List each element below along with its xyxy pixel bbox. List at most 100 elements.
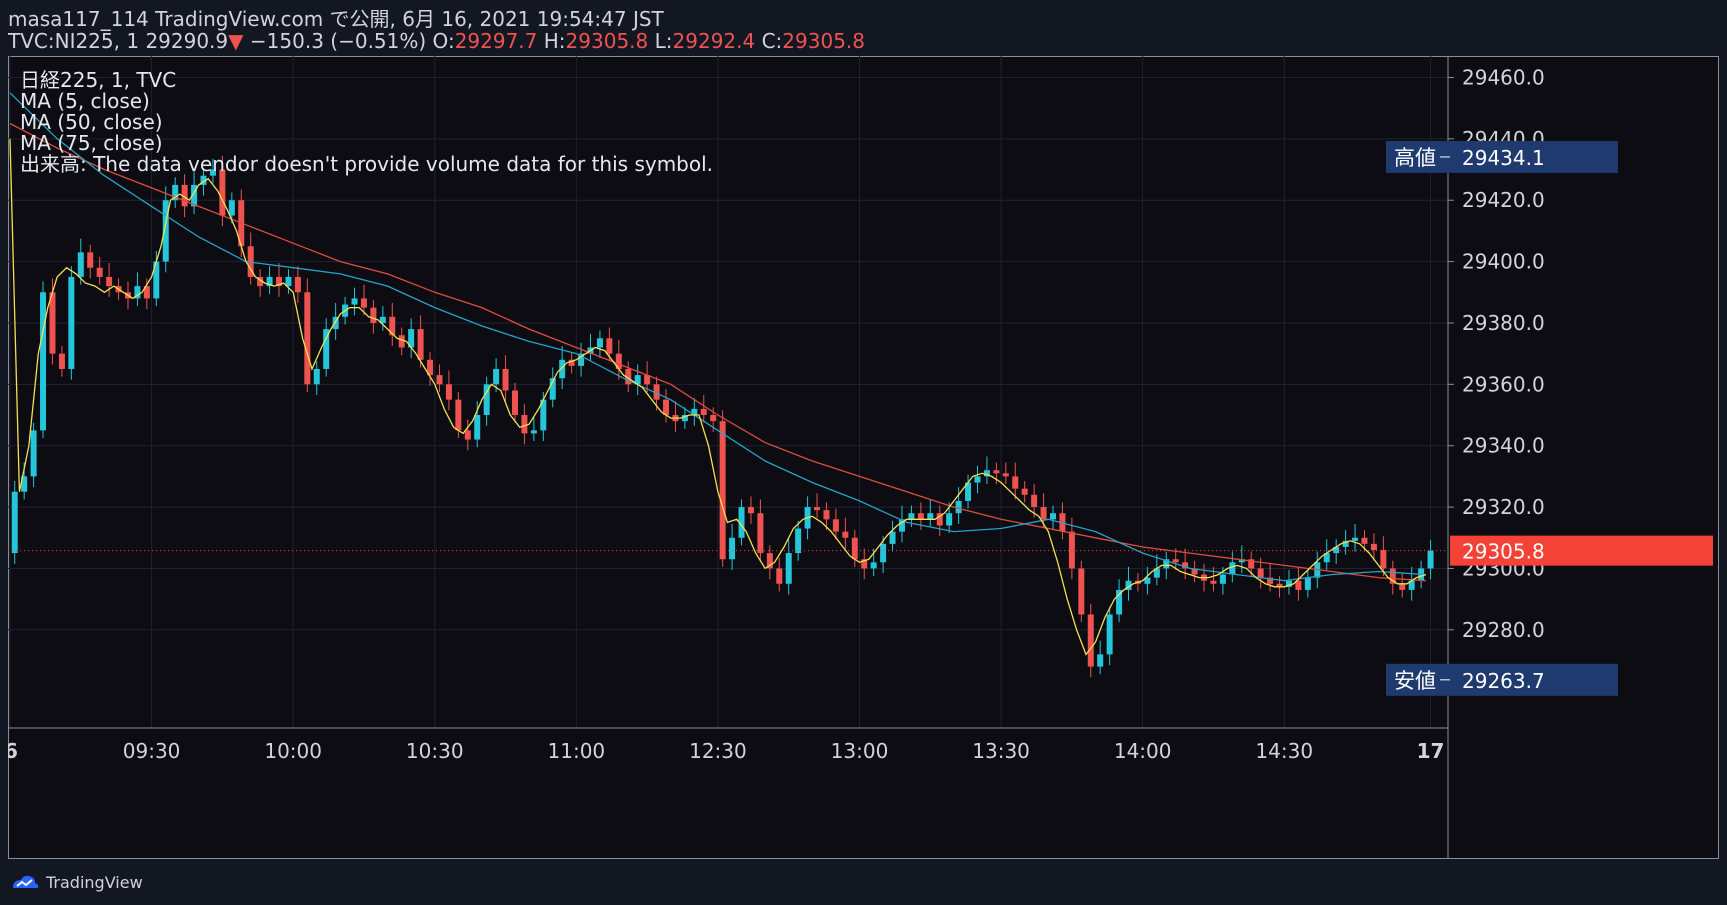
- candle-body: [1144, 577, 1151, 584]
- candle-body: [1370, 543, 1377, 551]
- candle-body: [1078, 568, 1085, 615]
- down-arrow-icon: ▼: [228, 29, 244, 53]
- candle-body: [40, 292, 47, 431]
- candle-body: [323, 329, 330, 369]
- candle-body: [578, 353, 585, 366]
- legend-ma50[interactable]: MA (50, close): [20, 110, 163, 134]
- price-chart[interactable]: 29460.029440.029420.029400.029380.029360…: [8, 56, 1719, 859]
- high-marker-label: 高値: [1394, 146, 1436, 170]
- legend-ma75[interactable]: MA (75, close): [20, 131, 163, 155]
- candle-body: [1012, 476, 1019, 489]
- candle-body: [464, 430, 471, 440]
- price-tick-label: 29340.0: [1462, 434, 1545, 458]
- candle-body: [889, 531, 896, 544]
- time-tick-label: 13:00: [831, 739, 889, 763]
- candle-body: [1248, 559, 1255, 569]
- candle-body: [1191, 568, 1198, 575]
- candle-body: [21, 476, 28, 492]
- candle-body: [974, 476, 981, 483]
- candle-body: [776, 568, 783, 584]
- candle-body: [228, 200, 235, 216]
- time-tick-label: 17: [1417, 739, 1445, 763]
- high-marker-badge: [1386, 140, 1618, 173]
- candle-body: [172, 184, 179, 201]
- candle-body: [408, 329, 415, 348]
- candle-body: [445, 384, 452, 400]
- low-marker-value: 29263.7: [1462, 669, 1545, 693]
- time-tick-label: 6: [8, 739, 18, 763]
- candle-body: [955, 500, 962, 514]
- candle-body: [389, 316, 396, 336]
- candle-body: [625, 368, 632, 385]
- candle-body: [653, 384, 660, 400]
- candle-body: [1068, 531, 1075, 569]
- footer: TradingView: [10, 872, 143, 892]
- candle-body: [832, 519, 839, 532]
- candle-body: [1389, 568, 1396, 584]
- candle-body: [427, 359, 434, 376]
- time-tick-label: 14:30: [1255, 739, 1313, 763]
- candle-body: [1087, 614, 1094, 667]
- candle-body: [908, 513, 915, 520]
- candle-body: [738, 507, 745, 538]
- candle-body: [143, 286, 150, 299]
- candle-body: [1257, 568, 1264, 578]
- candle-body: [823, 510, 830, 520]
- candle-body: [1267, 577, 1274, 584]
- candle-body: [1021, 488, 1028, 495]
- symbol-label: TVC:NI225, 1: [8, 29, 140, 53]
- candle-body: [1182, 562, 1189, 569]
- candle-body: [1408, 580, 1415, 590]
- candle-body: [360, 298, 367, 308]
- candle-body: [983, 470, 990, 477]
- candle-body: [294, 276, 301, 293]
- legend-symbol[interactable]: 日経225, 1, TVC: [20, 68, 177, 92]
- candle-body: [1002, 473, 1009, 477]
- candle-body: [276, 276, 283, 287]
- candle-body: [917, 513, 924, 520]
- candle-body: [747, 507, 754, 514]
- close-label: C:: [761, 29, 783, 53]
- candle-body: [502, 368, 509, 391]
- candle-body: [1295, 580, 1302, 590]
- candle-body: [719, 421, 726, 560]
- candle-body: [795, 528, 802, 554]
- candle-body: [134, 286, 141, 299]
- candle-body: [644, 375, 651, 385]
- high-value: 29305.8: [565, 29, 649, 53]
- low-marker-badge: [1386, 663, 1618, 696]
- candle-body: [417, 329, 424, 360]
- legend-ma5[interactable]: MA (5, close): [20, 89, 150, 113]
- candle-body: [153, 261, 160, 299]
- candle-body: [1361, 537, 1368, 544]
- candle-body: [1153, 568, 1160, 578]
- legend-volume[interactable]: 出来高: The data vendor doesn't provide vol…: [20, 152, 714, 176]
- candle-body: [861, 559, 868, 569]
- candle-body: [493, 368, 500, 385]
- price-tick-label: 29420.0: [1462, 188, 1545, 212]
- candle-body: [58, 353, 65, 369]
- candle-body: [181, 184, 188, 207]
- candle-body: [162, 200, 169, 262]
- candle-body: [785, 553, 792, 584]
- time-tick-label: 13:30: [972, 739, 1030, 763]
- candle-body: [1097, 654, 1104, 667]
- candle-body: [615, 353, 622, 369]
- low-label: L:: [654, 29, 673, 53]
- tradingview-logo-icon: [13, 875, 39, 888]
- candle-body: [1342, 540, 1349, 547]
- candle-body: [766, 553, 773, 569]
- current-price-badge: [1450, 535, 1713, 566]
- candle-body: [540, 399, 547, 431]
- candle-body: [1031, 494, 1038, 508]
- footer-brand: TradingView: [46, 872, 143, 892]
- candle-body: [483, 384, 490, 416]
- current-price-label: 29305.8: [1462, 540, 1545, 564]
- candle-body: [511, 390, 518, 416]
- price-tick-label: 29380.0: [1462, 311, 1545, 335]
- candle-body: [898, 519, 905, 532]
- price-tick-label: 29360.0: [1462, 372, 1545, 396]
- candle-body: [521, 415, 528, 434]
- publish-info: masa117_114 TradingView.com で公開, 6月 16, …: [8, 7, 664, 31]
- candle-body: [351, 298, 358, 305]
